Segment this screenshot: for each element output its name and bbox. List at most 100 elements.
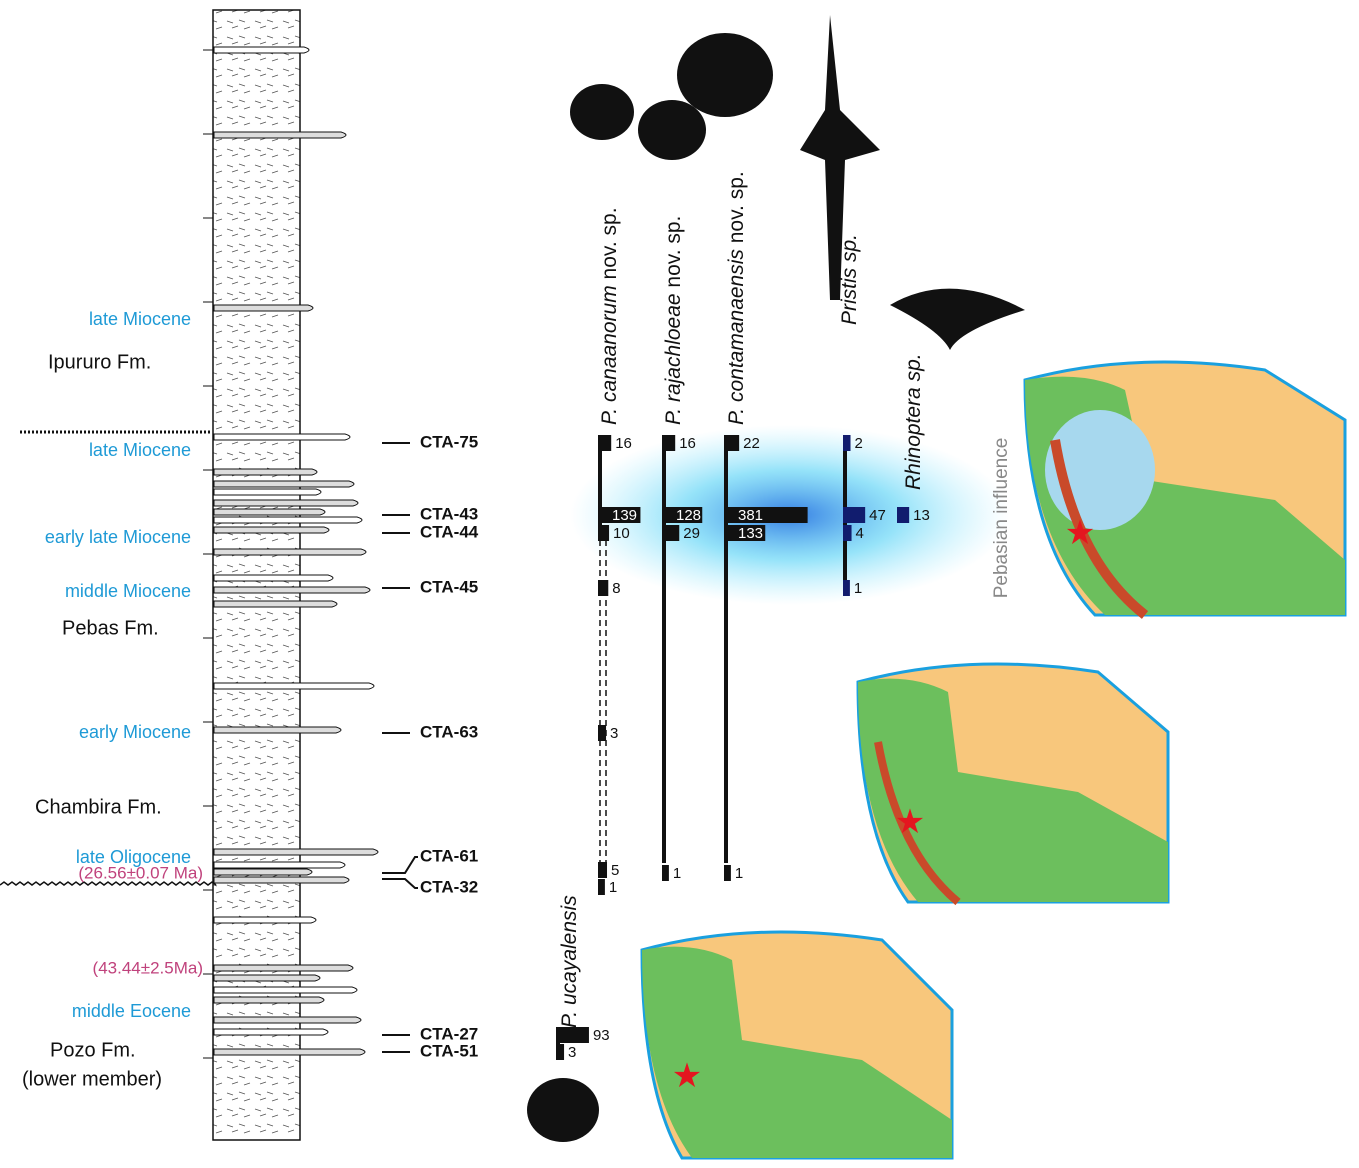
count-label: 16 [679, 435, 696, 452]
taxon-label: P. canaanorum nov. sp. [598, 207, 621, 425]
lens [214, 727, 341, 733]
lens [214, 987, 357, 993]
count-bar [598, 862, 607, 878]
lens [214, 683, 374, 689]
count-label: 5 [611, 862, 619, 879]
count-bar [598, 580, 608, 596]
lens [214, 587, 370, 593]
lens [214, 489, 321, 495]
count-label: 4 [856, 525, 864, 542]
taxon-name: Rhinoptera sp. [902, 353, 925, 490]
count-label: 1 [673, 865, 681, 882]
taxon-label: Pristis sp. [838, 234, 861, 325]
count-label: 16 [615, 435, 632, 452]
lens [214, 997, 324, 1003]
count-bar [724, 507, 808, 523]
sample-label: CTA-75 [420, 432, 478, 451]
count-label: 13 [913, 507, 930, 524]
lens [214, 575, 333, 581]
taxon-label: P. contamanaensis nov. sp. [725, 171, 748, 425]
lens [214, 877, 349, 883]
count-bar [598, 525, 609, 541]
lens [214, 862, 345, 868]
count-bar [843, 435, 851, 451]
count-bar [556, 1044, 564, 1060]
sample-tick [382, 857, 418, 873]
count-bar [843, 580, 850, 596]
lens [214, 869, 312, 875]
lens [214, 500, 358, 506]
lens [214, 601, 337, 607]
sample-label: CTA-45 [420, 577, 478, 596]
lens [214, 917, 316, 923]
svg-text:★: ★ [672, 1057, 702, 1095]
count-bar [662, 865, 669, 881]
sample-label: CTA-61 [420, 846, 478, 865]
lens [214, 965, 353, 971]
lens [214, 434, 350, 440]
count-bar [724, 865, 731, 881]
sample-label: CTA-32 [420, 877, 478, 896]
sample-label: CTA-43 [420, 504, 478, 523]
count-bar [598, 879, 605, 895]
lens [214, 47, 309, 53]
taxon-name: P. contamanaensis [725, 249, 748, 425]
formation-label: (lower member) [22, 1068, 162, 1090]
formation-label: Chambira Fm. [35, 796, 162, 818]
taxon-name: P. rajachloeae [662, 293, 685, 425]
formation-label: Ipururo Fm. [48, 351, 151, 373]
sample-tick [382, 879, 418, 888]
lens [214, 469, 317, 475]
taxon-name: P. canaanorum [598, 285, 621, 425]
count-bar [662, 525, 679, 541]
count-label: 29 [683, 525, 700, 542]
count-bar [724, 435, 739, 451]
taxon-name: P. ucayalensis [558, 895, 581, 1028]
side-label: Pebasian influence [991, 438, 1012, 599]
lens [214, 527, 329, 533]
count-label: 133 [738, 525, 763, 542]
age-label: (26.56±0.07 Ma) [78, 863, 203, 882]
count-label: 3 [610, 725, 618, 742]
sample-label: CTA-44 [420, 522, 479, 541]
count-label: 139 [612, 507, 637, 524]
sample-label: CTA-63 [420, 722, 478, 741]
count-bar [598, 725, 606, 741]
lens [214, 549, 366, 555]
taxon-label: P. rajachloeae nov. sp. [662, 216, 685, 425]
epoch-label: middle Miocene [65, 581, 191, 601]
epoch-label: late Miocene [89, 309, 191, 329]
age-label: (43.44±2.5Ma) [93, 958, 203, 977]
count-bar [598, 435, 611, 451]
epoch-label: early late Miocene [45, 527, 191, 547]
count-label: 93 [593, 1027, 610, 1044]
lens [214, 1017, 361, 1023]
count-bar [843, 507, 865, 523]
count-label: 1 [735, 865, 743, 882]
lens [214, 1029, 328, 1035]
count-label: 47 [869, 507, 886, 524]
lens [214, 132, 346, 138]
taxon-suffix: nov. sp. [598, 207, 621, 285]
taxon-name: Pristis sp. [838, 234, 861, 325]
formation-label: Pozo Fm. [50, 1039, 136, 1061]
count-label: 128 [676, 507, 701, 524]
count-label: 2 [855, 435, 863, 452]
taxon-suffix: nov. sp. [725, 171, 748, 249]
count-label: 1 [854, 580, 862, 597]
count-bar [556, 1027, 589, 1043]
taxon-label: P. ucayalensis [558, 895, 581, 1028]
sample-label: CTA-51 [420, 1041, 478, 1060]
count-label: 8 [612, 580, 620, 597]
epoch-label: early Miocene [79, 722, 191, 742]
figure: ★ ★ ★ Pebasian influence late Miocene lat… [0, 0, 1359, 1163]
epoch-label: middle Eocene [72, 1001, 191, 1021]
epoch-label: late Miocene [89, 440, 191, 460]
lens [214, 1049, 365, 1055]
lens [214, 481, 354, 487]
taxon-label: Rhinoptera sp. [902, 353, 925, 490]
svg-text:★: ★ [895, 803, 925, 841]
count-bar [897, 507, 909, 523]
taxon-suffix: nov. sp. [662, 216, 685, 294]
svg-text:★: ★ [1065, 514, 1095, 552]
